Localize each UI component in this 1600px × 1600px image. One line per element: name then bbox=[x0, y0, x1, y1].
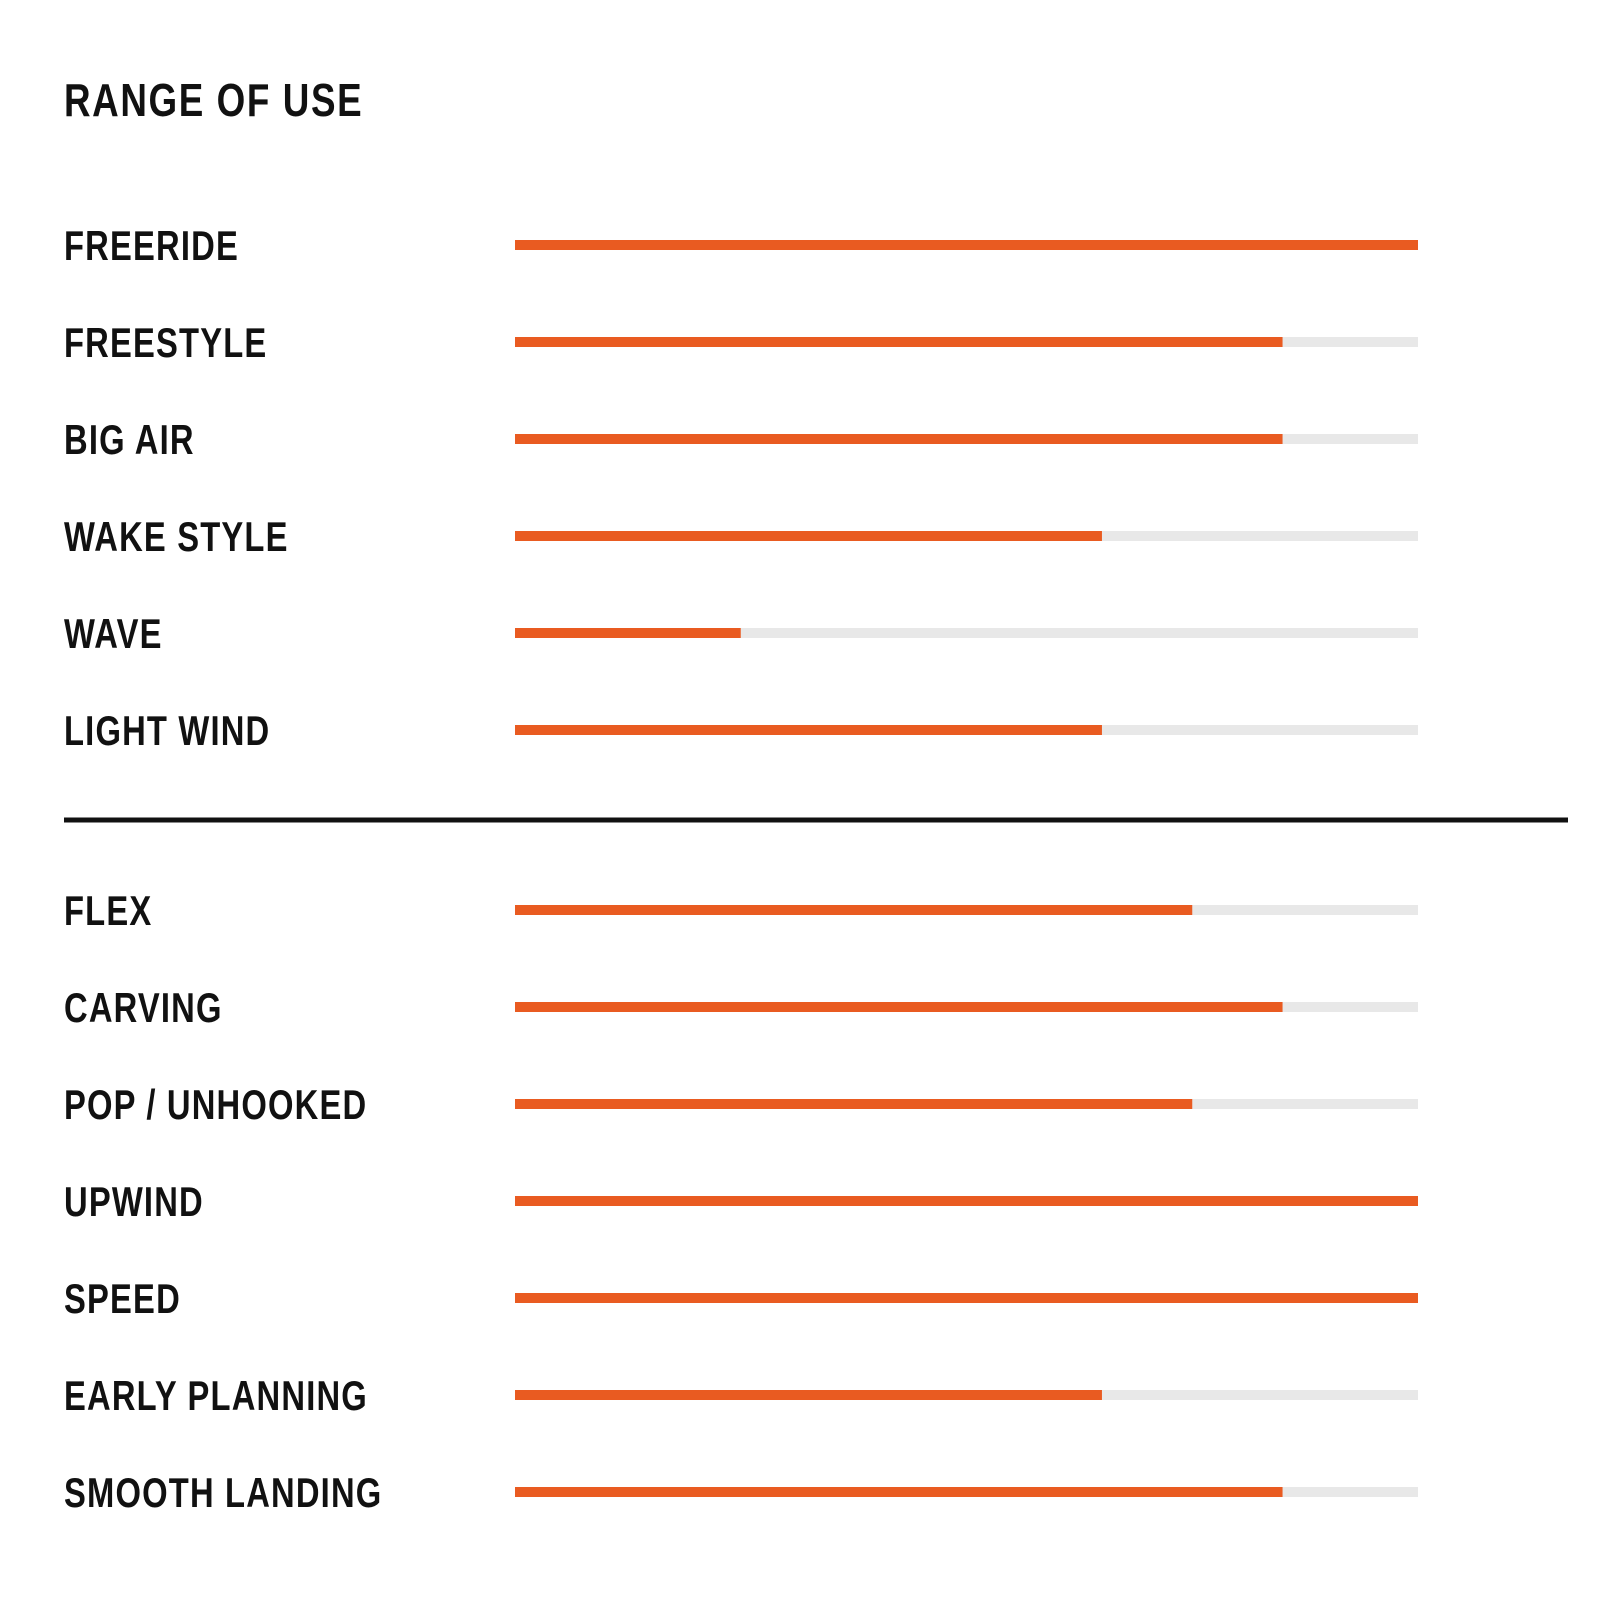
chart-title: RANGE OF USE bbox=[64, 74, 363, 126]
category-label: UPWIND bbox=[64, 1178, 204, 1225]
bar bbox=[515, 1002, 1283, 1012]
bar bbox=[515, 337, 1283, 347]
category-label: SMOOTH LANDING bbox=[64, 1469, 382, 1516]
category-label: WAVE bbox=[64, 610, 163, 657]
category-label: FREERIDE bbox=[64, 222, 239, 269]
bar bbox=[515, 628, 741, 638]
bar bbox=[515, 1487, 1283, 1497]
category-label: POP / UNHOOKED bbox=[64, 1081, 367, 1128]
bar bbox=[515, 434, 1283, 444]
category-label: CARVING bbox=[64, 984, 223, 1031]
category-label: LIGHT WIND bbox=[64, 707, 270, 754]
bar bbox=[515, 725, 1102, 735]
bar bbox=[515, 905, 1193, 915]
bar bbox=[515, 240, 1418, 250]
category-label: BIG AIR bbox=[64, 416, 195, 463]
category-label: FLEX bbox=[64, 887, 152, 934]
bar bbox=[515, 1293, 1418, 1303]
bar bbox=[515, 1390, 1102, 1400]
bar bbox=[515, 1099, 1193, 1109]
category-label: EARLY PLANNING bbox=[64, 1372, 368, 1419]
category-label: FREESTYLE bbox=[64, 319, 267, 366]
bar-track bbox=[515, 628, 1418, 638]
bar bbox=[515, 1196, 1418, 1206]
bar bbox=[515, 531, 1102, 541]
category-label: WAKE STYLE bbox=[64, 513, 289, 560]
category-label: SPEED bbox=[64, 1275, 181, 1322]
